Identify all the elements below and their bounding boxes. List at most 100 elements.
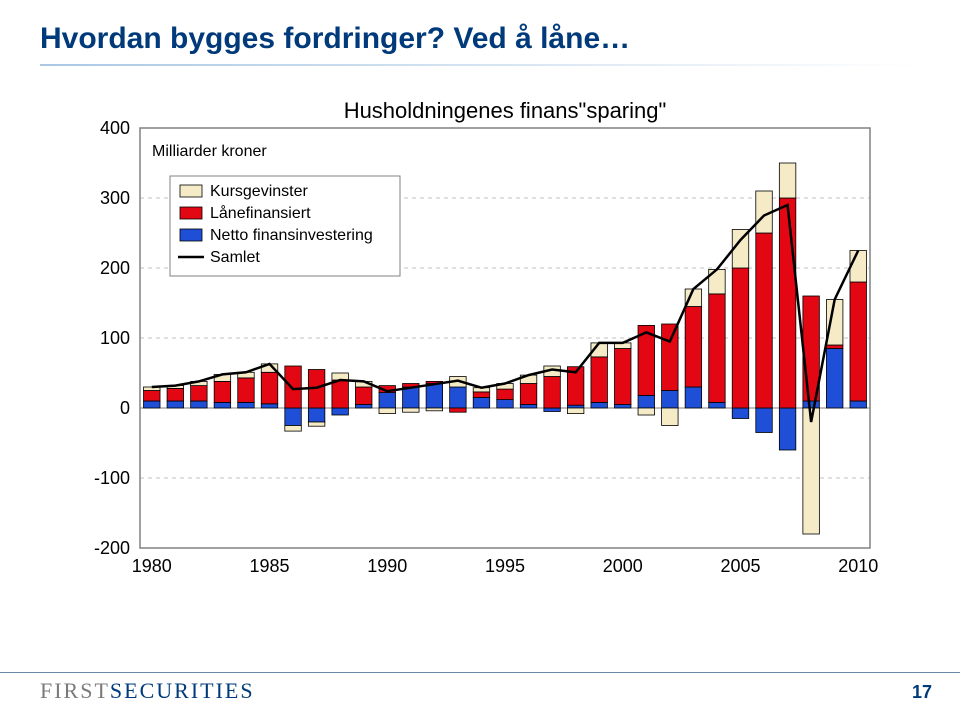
bar-Netto_finansinvestering	[591, 402, 607, 408]
bar-Kursgevinster	[567, 408, 583, 414]
bar-Lånefinansiert	[662, 324, 678, 391]
bar-Netto_finansinvestering	[615, 405, 631, 409]
legend-swatch	[180, 207, 202, 219]
chart-subtitle: Milliarder kroner	[152, 143, 267, 160]
bar-Lånefinansiert	[520, 384, 536, 405]
bar-Netto_finansinvestering	[544, 408, 560, 412]
bar-Lånefinansiert	[332, 380, 348, 408]
bar-Lånefinansiert	[779, 198, 795, 408]
y-tick-label: 0	[120, 398, 130, 418]
bar-Lånefinansiert	[591, 357, 607, 403]
legend-label: Netto finansinvestering	[210, 227, 373, 244]
x-tick-label: 2010	[838, 556, 878, 576]
logo: FIRSTSECURITIES	[40, 678, 255, 706]
bar-Netto_finansinvestering	[379, 393, 395, 408]
bar-Lånefinansiert	[238, 378, 254, 403]
chart-svg: -200 -100 0 100 200 300 400 1980 1985 1990 1995 200…	[70, 100, 890, 600]
bar-Netto_finansinvestering	[709, 402, 725, 408]
bar-Lånefinansiert	[803, 296, 819, 401]
bar-Lånefinansiert	[850, 282, 866, 401]
x-tick-label: 1980	[132, 556, 172, 576]
x-tick-label: 2005	[720, 556, 760, 576]
page-number: 17	[912, 682, 932, 703]
x-tick-label: 1995	[485, 556, 525, 576]
bar-Lånefinansiert	[544, 377, 560, 409]
bar-Kursgevinster	[379, 408, 395, 414]
bar-Netto_finansinvestering	[473, 398, 489, 409]
footer-divider	[0, 672, 960, 673]
bar-Lånefinansiert	[473, 392, 489, 398]
y-tick-label: -200	[94, 538, 130, 558]
legend-label: Lånefinansiert	[210, 204, 311, 222]
slide: Hvordan bygges fordringer? Ved å låne… -…	[0, 0, 960, 716]
bar-Netto_finansinvestering	[308, 408, 324, 422]
bar-Lånefinansiert	[756, 233, 772, 408]
y-tick-label: 200	[100, 258, 130, 278]
bar-Netto_finansinvestering	[520, 405, 536, 409]
bar-Netto_finansinvestering	[261, 404, 277, 408]
bar-Lånefinansiert	[285, 366, 301, 408]
bar-Netto_finansinvestering	[497, 400, 513, 408]
bar-Kursgevinster	[826, 300, 842, 346]
chart-container: -200 -100 0 100 200 300 400 1980 1985 1990 1995 200…	[70, 100, 890, 600]
x-tick-label: 1985	[249, 556, 289, 576]
bar-Lånefinansiert	[261, 372, 277, 404]
bar-Netto_finansinvestering	[403, 387, 419, 408]
bar-Netto_finansinvestering	[732, 408, 748, 419]
bar-Netto_finansinvestering	[779, 408, 795, 450]
bar-Kursgevinster	[308, 422, 324, 426]
title-underline	[40, 64, 920, 66]
bar-Kursgevinster	[803, 408, 819, 534]
bar-Netto_finansinvestering	[426, 384, 442, 409]
legend-label: Samlet	[210, 249, 260, 266]
bar-Netto_finansinvestering	[332, 408, 348, 415]
legend-swatch	[180, 229, 202, 241]
bar-Lånefinansiert	[167, 388, 183, 401]
bar-Lånefinansiert	[685, 307, 701, 388]
bar-Lånefinansiert	[615, 349, 631, 405]
bar-Netto_finansinvestering	[567, 405, 583, 408]
y-tick-label: 100	[100, 328, 130, 348]
bar-Netto_finansinvestering	[850, 401, 866, 408]
bar-Netto_finansinvestering	[685, 387, 701, 408]
bar-Kursgevinster	[403, 408, 419, 412]
bar-Lånefinansiert	[826, 345, 842, 349]
y-tick-label: 400	[100, 118, 130, 138]
bar-Netto_finansinvestering	[638, 395, 654, 408]
bar-Netto_finansinvestering	[214, 402, 230, 408]
bar-Kursgevinster	[426, 408, 442, 411]
bar-Netto_finansinvestering	[285, 408, 301, 426]
logo-part2: SECURITIES	[110, 678, 255, 703]
bar-Lånefinansiert	[191, 386, 207, 401]
bar-Kursgevinster	[638, 408, 654, 415]
bar-Netto_finansinvestering	[144, 401, 160, 408]
bar-Netto_finansinvestering	[826, 349, 842, 409]
bar-Netto_finansinvestering	[450, 387, 466, 408]
bar-Netto_finansinvestering	[756, 408, 772, 433]
bar-Kursgevinster	[662, 408, 678, 426]
bar-Netto_finansinvestering	[167, 401, 183, 408]
legend-label: Kursgevinster	[210, 183, 308, 200]
bar-Lånefinansiert	[214, 381, 230, 402]
bar-Kursgevinster	[285, 426, 301, 432]
page-title: Hvordan bygges fordringer? Ved å låne…	[40, 22, 630, 56]
bar-Kursgevinster	[850, 251, 866, 283]
bar-Netto_finansinvestering	[191, 401, 207, 408]
bar-Lånefinansiert	[450, 408, 466, 412]
x-tick-label: 2000	[603, 556, 643, 576]
bar-Lånefinansiert	[355, 387, 371, 405]
logo-part1: FIRST	[40, 678, 110, 703]
bar-Kursgevinster	[779, 163, 795, 198]
bar-Netto_finansinvestering	[238, 402, 254, 408]
bar-Lånefinansiert	[709, 294, 725, 403]
bar-Lånefinansiert	[732, 268, 748, 408]
bar-Lånefinansiert	[144, 391, 160, 402]
bar-Netto_finansinvestering	[662, 391, 678, 409]
chart-title: Husholdningenes finans"sparing"	[344, 100, 667, 123]
legend-swatch	[180, 185, 202, 197]
bar-Netto_finansinvestering	[803, 401, 819, 408]
y-tick-label: -100	[94, 468, 130, 488]
bar-Netto_finansinvestering	[355, 405, 371, 409]
y-tick-label: 300	[100, 188, 130, 208]
x-tick-label: 1990	[367, 556, 407, 576]
